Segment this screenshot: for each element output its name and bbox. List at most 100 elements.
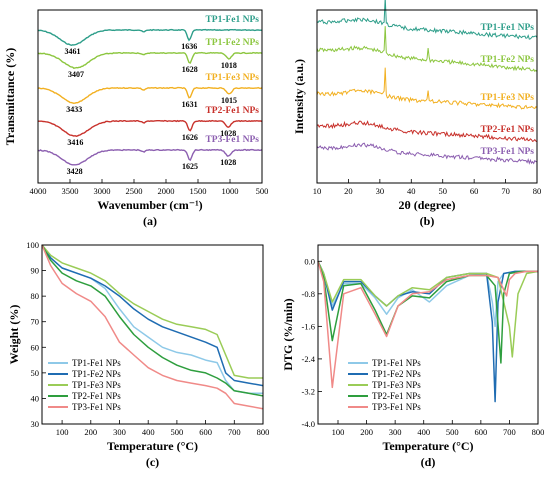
tga-xtick-label: 600: [199, 427, 212, 437]
ftir-peak-label: 3433: [66, 105, 82, 114]
ftir-xtick-label: 500: [256, 186, 269, 196]
ftir-xtick-label: 2000: [158, 186, 175, 196]
dtg-legend-label: TP1-Fe2 NPs: [372, 369, 421, 379]
tga-legend-label: TP2-Fe1 NPs: [72, 391, 121, 401]
tga-line-1: [41, 244, 264, 387]
ftir-xtick-label: 2500: [126, 186, 143, 196]
tga-ytick-label: 90: [31, 266, 40, 276]
tga-ytick-label: 70: [31, 317, 40, 327]
dtg-ytick-label: -4.0: [302, 419, 315, 429]
ftir-peak-label: 1626: [182, 133, 198, 142]
ftir-xtick-label: 1000: [222, 186, 239, 196]
xrd-series-label-4: TP3-Fe1 NPs: [480, 147, 534, 157]
dtg-ytick-label: 0.0: [304, 256, 315, 266]
dtg-xtick-label: 800: [532, 427, 545, 437]
ftir-xtick-label: 4000: [30, 186, 47, 196]
dtg-legend-label: TP2-Fe1 NPs: [372, 391, 421, 401]
tga-xtick-label: 800: [257, 427, 270, 437]
dtg-xtick-label: 500: [446, 427, 459, 437]
ftir-line-4: [37, 148, 263, 166]
ftir-peak-label: 3428: [67, 167, 83, 176]
dtg-ylabel: DTG (%/min): [281, 298, 295, 370]
ftir-peak-label: 1636: [181, 42, 197, 51]
dtg-xtick-label: 600: [474, 427, 487, 437]
ftir-line-0: [37, 28, 263, 47]
ftir-series-label-1: TP1-Fe2 NPs: [205, 38, 259, 48]
tga-xtick-label: 200: [84, 427, 97, 437]
tga-ytick-label: 40: [31, 393, 40, 403]
tga-xtick-label: 700: [228, 427, 241, 437]
xrd-line-3: [316, 120, 538, 143]
tga-line-3: [41, 244, 264, 397]
xrd-xtick-label: 30: [376, 186, 385, 196]
xrd-series-label-2: TP1-Fe3 NPs: [480, 93, 534, 103]
tga-xtick-label: 300: [113, 427, 126, 437]
ftir-line-3: [38, 119, 263, 138]
ftir-xtick-label: 3000: [94, 186, 111, 196]
dtg-line-1: [317, 260, 538, 403]
xrd-xtick-label: 60: [470, 186, 479, 196]
ftir-panel-label: (a): [143, 214, 157, 228]
xrd-panel-label: (b): [420, 214, 435, 228]
tga-frame: [41, 244, 264, 425]
tga-legend-label: TP1-Fe2 NPs: [72, 369, 121, 379]
ftir-peak-label: 3416: [67, 138, 83, 147]
ftir-peak-label: 1028: [220, 158, 236, 167]
ftir-peak-label: 1631: [182, 100, 198, 109]
ftir-peak-label: 1628: [182, 65, 198, 74]
xrd-series-label-0: TP1-Fe1 NPs: [480, 23, 534, 33]
ftir-peak-label: 3461: [64, 47, 80, 56]
dtg-line-3: [317, 261, 538, 364]
ftir-series-label-0: TP1-Fe1 NPs: [205, 15, 259, 25]
dtg-xtick-label: 300: [389, 427, 402, 437]
tga-ytick-label: 50: [31, 368, 40, 378]
tga-ytick-label: 100: [26, 240, 39, 250]
tga-line-2: [41, 244, 263, 379]
ftir-xtick-label: 1500: [190, 186, 207, 196]
xrd-line-4: [316, 142, 538, 165]
xrd-xtick-label: 40: [407, 186, 416, 196]
xrd-ylabel: Intensity (a.u.): [292, 59, 306, 134]
xrd-frame: [316, 9, 538, 184]
dtg-legend-label: TP1-Fe3 NPs: [372, 380, 421, 390]
dtg-line-2: [317, 260, 539, 358]
dtg-xtick-label: 400: [417, 427, 430, 437]
ftir-xtick-label: 3500: [62, 186, 79, 196]
tga-ylabel: Weight (%): [7, 305, 21, 365]
xrd-xlabel: 2θ (degree): [398, 198, 455, 212]
xrd-line-1: [316, 26, 538, 73]
ftir-peak-label: 1625: [182, 162, 198, 171]
dtg-xtick-label: 700: [503, 427, 516, 437]
dtg-frame: [317, 244, 539, 425]
tga-ytick-label: 60: [31, 342, 40, 352]
xrd-series-label-3: TP2-Fe1 NPs: [480, 125, 534, 135]
tga-legend-label: TP1-Fe3 NPs: [72, 380, 121, 390]
dtg-legend-label: TP3-Fe1 NPs: [372, 402, 421, 412]
dtg-ytick-label: -3.2: [302, 386, 315, 396]
xrd-xtick-label: 70: [501, 186, 510, 196]
tga-panel-label: (c): [146, 455, 159, 469]
dtg-ytick-label: -2.4: [302, 354, 316, 364]
dtg-panel-label: (d): [421, 455, 436, 469]
tga-xtick-label: 500: [171, 427, 184, 437]
xrd-xtick-label: 20: [344, 186, 353, 196]
dtg-xtick-label: 200: [360, 427, 373, 437]
ftir-series-label-2: TP1-Fe3 NPs: [205, 73, 259, 83]
ftir-series-label-3: TP2-Fe1 NPs: [205, 106, 259, 116]
ftir-peak-label: 1015: [221, 96, 237, 105]
xrd-xtick-label: 10: [313, 186, 322, 196]
ftir-xlabel: Wavenumber (cm⁻¹): [97, 198, 202, 212]
ftir-peak-label: 1028: [220, 129, 236, 138]
xrd-xtick-label: 50: [438, 186, 447, 196]
ftir-peak-label: 1018: [221, 61, 237, 70]
xrd-series-label-1: TP1-Fe2 NPs: [480, 55, 534, 65]
dtg-xlabel: Temperature (°C): [382, 439, 473, 453]
tga-legend-label: TP3-Fe1 NPs: [72, 402, 121, 412]
dtg-legend-label: TP1-Fe1 NPs: [372, 358, 421, 368]
tga-legend-label: TP1-Fe1 NPs: [72, 358, 121, 368]
dtg-line-4: [317, 261, 538, 389]
tga-ytick-label: 80: [31, 291, 40, 301]
ftir-frame: [37, 9, 263, 184]
ftir-series-label-4: TP3-Fe1 NPs: [205, 135, 259, 145]
